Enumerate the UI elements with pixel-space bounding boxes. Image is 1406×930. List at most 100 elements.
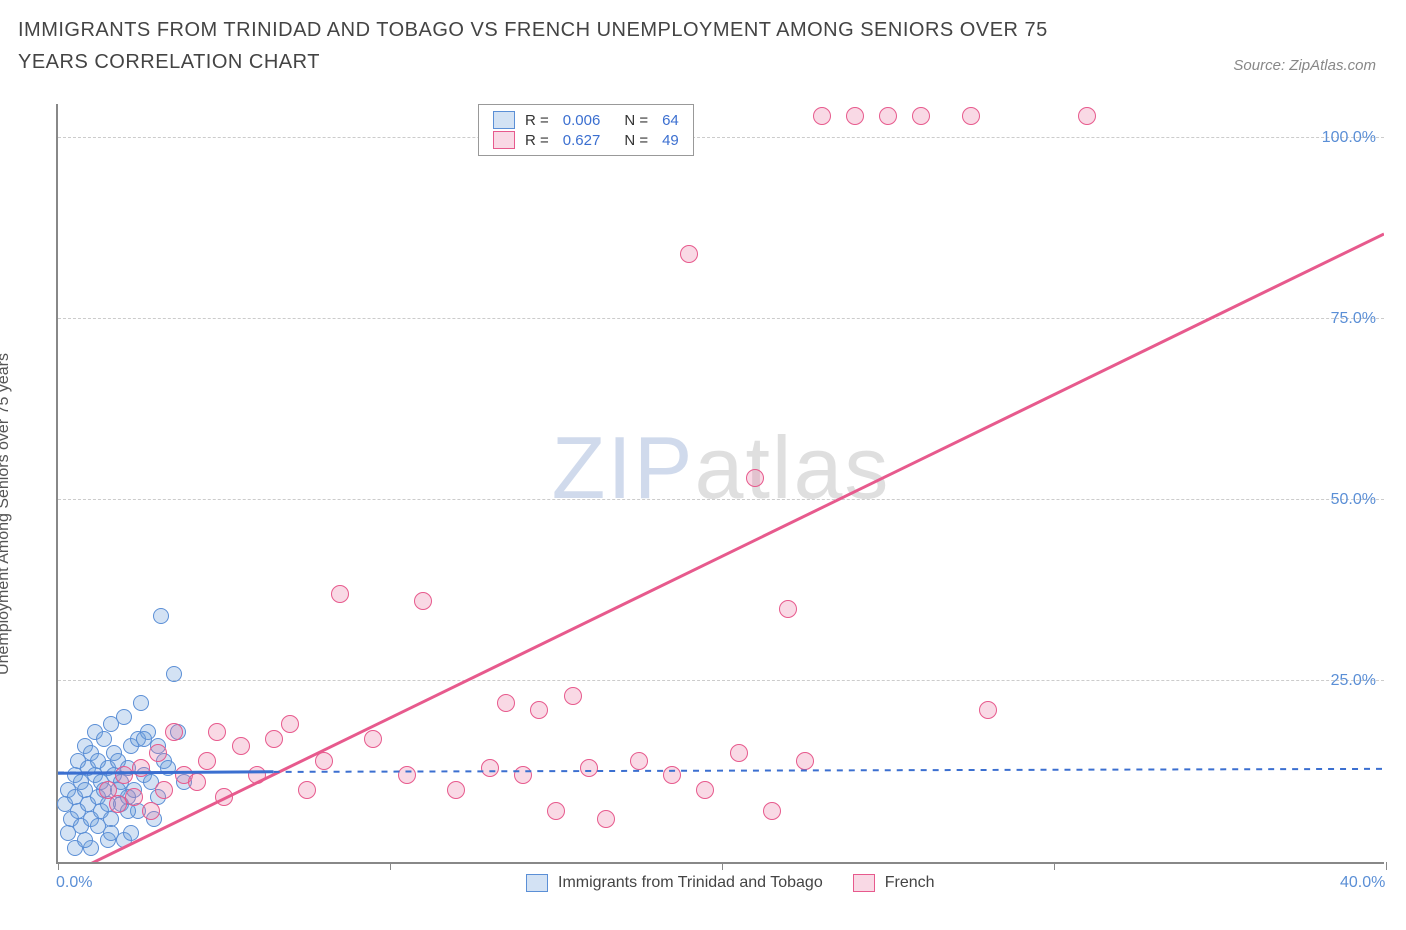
series-swatch-blue: [526, 874, 548, 892]
legend-row-blue: R =0.006N =64: [493, 111, 679, 129]
data-point-blue: [96, 731, 112, 747]
series-legend: Immigrants from Trinidad and Tobago Frenc…: [526, 874, 935, 892]
x-tick: [390, 862, 391, 870]
y-tick-label: 75.0%: [1331, 310, 1376, 328]
y-tick-label: 25.0%: [1331, 672, 1376, 690]
data-point-pink: [796, 752, 814, 770]
gridline: [58, 680, 1384, 681]
x-tick: [722, 862, 723, 870]
y-tick-label: 100.0%: [1322, 129, 1376, 147]
data-point-pink: [746, 469, 764, 487]
y-axis-title: Unemployment Among Seniors over 75 years: [0, 353, 13, 675]
data-point-pink: [414, 592, 432, 610]
data-point-pink: [109, 795, 127, 813]
x-tick-label: 40.0%: [1340, 874, 1385, 892]
source-name: ZipAtlas.com: [1289, 57, 1376, 74]
data-point-blue: [153, 608, 169, 624]
data-point-blue: [166, 666, 182, 682]
x-tick: [1054, 862, 1055, 870]
data-point-pink: [315, 752, 333, 770]
data-point-blue: [60, 825, 76, 841]
data-point-pink: [696, 781, 714, 799]
data-point-pink: [962, 107, 980, 125]
data-point-pink: [265, 730, 283, 748]
watermark-atlas: atlas: [695, 418, 891, 517]
data-point-blue: [133, 695, 149, 711]
data-point-pink: [879, 107, 897, 125]
data-point-pink: [813, 107, 831, 125]
data-point-pink: [364, 730, 382, 748]
legend-r-label: R =: [525, 112, 549, 129]
page-title: IMMIGRANTS FROM TRINIDAD AND TOBAGO VS F…: [18, 14, 1118, 78]
data-point-pink: [281, 715, 299, 733]
series-legend-item-blue: Immigrants from Trinidad and Tobago: [526, 874, 823, 892]
y-tick-label: 50.0%: [1331, 491, 1376, 509]
data-point-pink: [481, 759, 499, 777]
data-point-pink: [779, 600, 797, 618]
legend-swatch-pink: [493, 131, 515, 149]
data-point-pink: [630, 752, 648, 770]
data-point-blue: [136, 731, 152, 747]
data-point-pink: [132, 759, 150, 777]
x-tick-label: 0.0%: [56, 874, 92, 892]
data-point-pink: [208, 723, 226, 741]
legend-r-value: 0.006: [563, 112, 601, 129]
data-point-pink: [514, 766, 532, 784]
data-point-pink: [580, 759, 598, 777]
data-point-pink: [149, 744, 167, 762]
gridline: [58, 318, 1384, 319]
data-point-pink: [142, 802, 160, 820]
data-point-pink: [165, 723, 183, 741]
data-point-pink: [547, 802, 565, 820]
data-point-pink: [763, 802, 781, 820]
data-point-pink: [447, 781, 465, 799]
data-point-blue: [160, 760, 176, 776]
data-point-blue: [123, 825, 139, 841]
data-point-pink: [188, 773, 206, 791]
watermark-zip: ZIP: [552, 418, 695, 517]
trend-lines: [58, 104, 1384, 862]
x-tick: [1386, 862, 1387, 870]
chart-container: Unemployment Among Seniors over 75 years…: [18, 104, 1388, 924]
data-point-pink: [497, 694, 515, 712]
legend-r-label: R =: [525, 132, 549, 149]
data-point-pink: [215, 788, 233, 806]
legend-swatch-blue: [493, 111, 515, 129]
data-point-pink: [232, 737, 250, 755]
data-point-pink: [1078, 107, 1096, 125]
data-point-pink: [155, 781, 173, 799]
x-tick: [58, 862, 59, 870]
source-prefix: Source:: [1233, 57, 1289, 74]
data-point-pink: [680, 245, 698, 263]
data-point-pink: [663, 766, 681, 784]
data-point-pink: [730, 744, 748, 762]
data-point-pink: [564, 687, 582, 705]
series-legend-item-pink: French: [853, 874, 935, 892]
source-attribution: Source: ZipAtlas.com: [1233, 57, 1376, 78]
legend-n-label: N =: [624, 112, 648, 129]
series-swatch-pink: [853, 874, 875, 892]
legend-row-pink: R = 0.627 N = 49: [493, 131, 679, 149]
data-point-pink: [248, 766, 266, 784]
data-point-pink: [912, 107, 930, 125]
data-point-blue: [116, 709, 132, 725]
data-point-pink: [115, 766, 133, 784]
correlation-legend: R =0.006N =64R =0.627N =49: [478, 104, 694, 156]
gridline: [58, 137, 1384, 138]
data-point-pink: [298, 781, 316, 799]
gridline: [58, 499, 1384, 500]
legend-n-label: N =: [624, 132, 648, 149]
legend-n-value: 49: [662, 132, 679, 149]
data-point-pink: [846, 107, 864, 125]
data-point-pink: [979, 701, 997, 719]
series-label-blue: Immigrants from Trinidad and Tobago: [558, 874, 823, 892]
series-label-pink: French: [885, 874, 935, 892]
scatter-plot: ZIPatlas 25.0%50.0%75.0%100.0%0.0%40.0%R…: [56, 104, 1384, 864]
data-point-blue: [103, 825, 119, 841]
data-point-pink: [125, 788, 143, 806]
data-point-pink: [398, 766, 416, 784]
legend-r-value: 0.627: [563, 132, 601, 149]
data-point-blue: [77, 832, 93, 848]
watermark: ZIPatlas: [552, 417, 891, 519]
data-point-pink: [331, 585, 349, 603]
